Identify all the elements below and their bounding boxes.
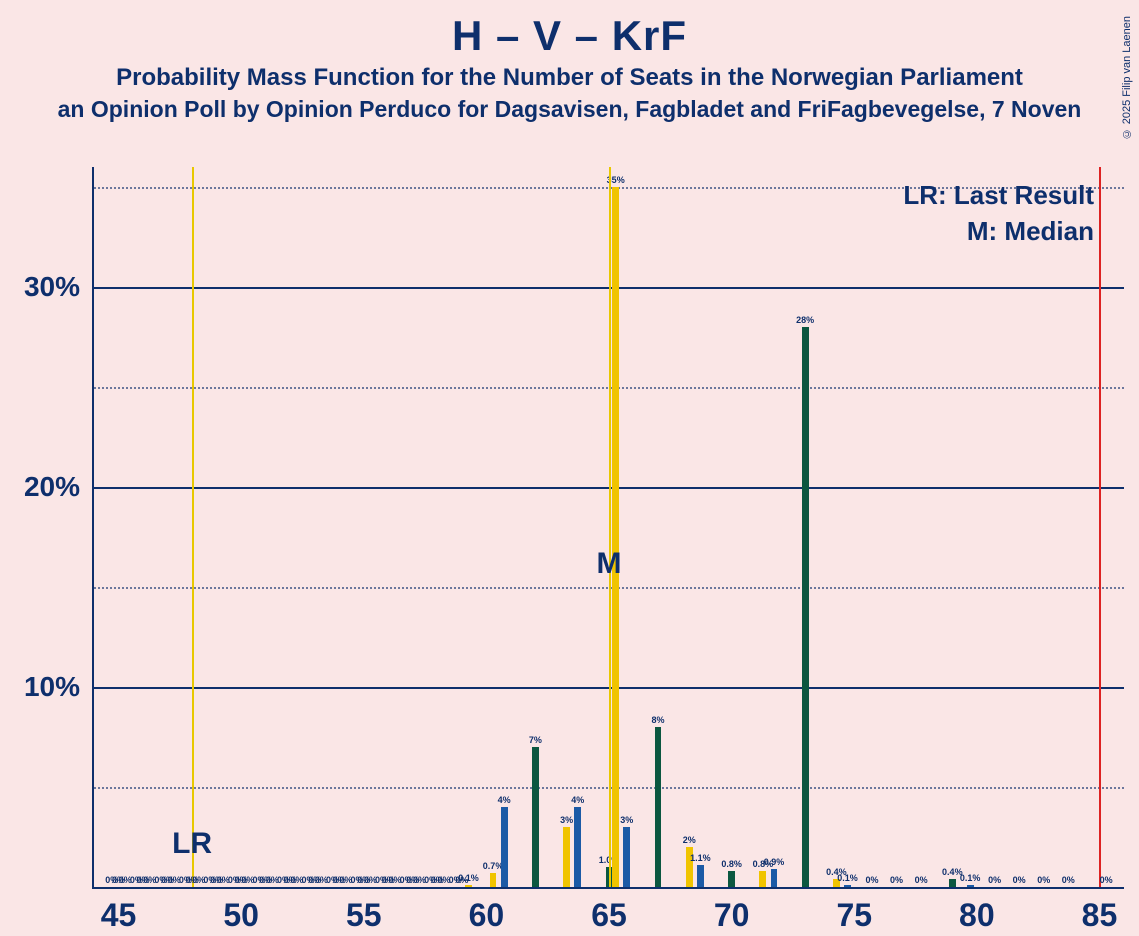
bar-value-label: 0% <box>866 875 879 885</box>
xtick-label: 45 <box>101 897 137 934</box>
xtick-label: 65 <box>591 897 627 934</box>
bar-value-label: 1.1% <box>690 853 711 863</box>
bar-value-label: 0% <box>988 875 1001 885</box>
bar-value-label: 4% <box>571 795 584 805</box>
copyright-text: © 2025 Filip van Laenen <box>1121 16 1133 139</box>
bar-green: 0.8% <box>728 871 735 887</box>
bar-value-label: 3% <box>620 815 633 825</box>
chart-title: H – V – KrF <box>0 12 1139 60</box>
bar-value-label: 0.9% <box>764 857 785 867</box>
bar-value-label: 8% <box>652 715 665 725</box>
xtick-label: 80 <box>959 897 995 934</box>
bar-blue: 0.1% <box>844 885 851 887</box>
bar-yellow: 35% <box>612 187 619 887</box>
bar-value-label: 2% <box>683 835 696 845</box>
bar-value-label: 0% <box>1100 875 1113 885</box>
bar-value-label: 0.1% <box>960 873 981 883</box>
bar-value-label: 0.1% <box>458 873 479 883</box>
bar-blue: 0.9% <box>771 869 778 887</box>
bar-value-label: 0% <box>890 875 903 885</box>
bar-yellow: 3% <box>563 827 570 887</box>
bar-value-label: 0% <box>1037 875 1050 885</box>
bar-blue: 4% <box>574 807 581 887</box>
lr-line <box>192 167 194 887</box>
85-marker-line <box>1099 167 1101 887</box>
bar-yellow: 0.1% <box>465 885 472 887</box>
bar-value-label: 28% <box>796 315 814 325</box>
bar-value-label: 0% <box>1013 875 1026 885</box>
ytick-label: 20% <box>24 471 80 503</box>
xtick-label: 55 <box>346 897 382 934</box>
bar-green: 7% <box>532 747 539 887</box>
bar-green: 8% <box>655 727 662 887</box>
bar-yellow: 0.7% <box>490 873 497 887</box>
bar-value-label: 0% <box>915 875 928 885</box>
ytick-label: 10% <box>24 671 80 703</box>
xtick-label: 50 <box>223 897 259 934</box>
xtick-label: 70 <box>714 897 750 934</box>
bar-green: 0.4% <box>949 879 956 887</box>
bar-blue: 0.1% <box>967 885 974 887</box>
bar-yellow: 0.8% <box>759 871 766 887</box>
lr-label: LR <box>172 827 212 861</box>
xtick-label: 85 <box>1082 897 1118 934</box>
bar-value-label: 0.1% <box>837 873 858 883</box>
chart-subtitle2: an Opinion Poll by Opinion Perduco for D… <box>0 96 1139 123</box>
legend-m: M: Median <box>903 213 1094 249</box>
bar-green: 28% <box>802 327 809 887</box>
ytick-label: 30% <box>24 271 80 303</box>
bar-blue: 1.1% <box>697 865 704 887</box>
median-label: M <box>597 547 622 581</box>
legend-lr: LR: Last Result <box>903 177 1094 213</box>
bar-value-label: 3% <box>560 815 573 825</box>
bar-value-label: 0.8% <box>721 859 742 869</box>
xtick-label: 60 <box>469 897 505 934</box>
chart-subtitle: Probability Mass Function for the Number… <box>0 64 1139 92</box>
plot-area: LR: Last Result M: Median 10%20%30%45505… <box>92 167 1124 889</box>
bar-blue: 4% <box>501 807 508 887</box>
bar-value-label: 4% <box>498 795 511 805</box>
bar-value-label: 0% <box>1062 875 1075 885</box>
median-line <box>609 167 611 887</box>
xtick-label: 75 <box>836 897 872 934</box>
bar-blue: 3% <box>623 827 630 887</box>
bar-value-label: 7% <box>529 735 542 745</box>
